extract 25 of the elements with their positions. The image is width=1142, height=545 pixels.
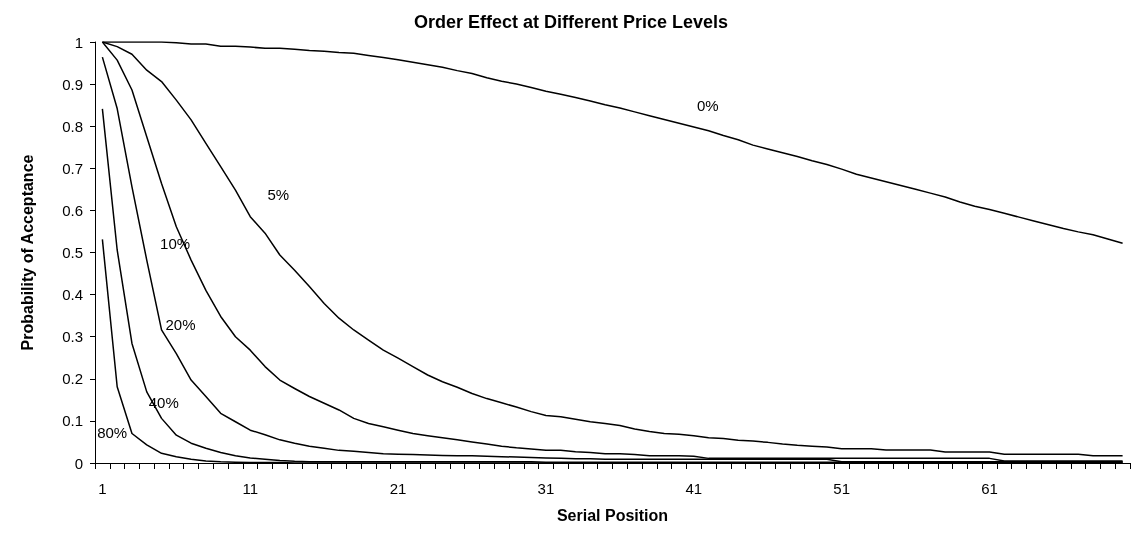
y-tick-label: 0.6 <box>62 201 83 219</box>
x-tick-label: 51 <box>833 480 851 497</box>
series-label: 5% <box>267 186 290 204</box>
x-tick-label: 11 <box>242 480 259 497</box>
y-axis-title: Probability of Acceptance <box>18 154 36 351</box>
x-tick-label: 1 <box>98 480 107 497</box>
y-tick-label: 0.7 <box>62 159 83 177</box>
x-tick-label: 31 <box>537 480 555 497</box>
x-tick-label: 21 <box>389 480 407 497</box>
x-tick-label: 61 <box>981 480 998 497</box>
chart-title: Order Effect at Different Price Levels <box>413 12 729 32</box>
y-tick-label: 0.5 <box>62 244 83 261</box>
y-tick-label: 0.1 <box>62 412 83 430</box>
y-tick-label: 0.9 <box>62 75 83 93</box>
y-tick-label: 0 <box>74 454 83 472</box>
y-tick-label: 0.4 <box>62 286 83 304</box>
y-tick-label: 0.2 <box>62 370 83 388</box>
y-tick-label: 0.3 <box>62 328 83 346</box>
series-label: 20% <box>165 316 196 334</box>
y-tick-label: 1 <box>74 33 83 51</box>
y-tick-label: 0.8 <box>62 117 83 135</box>
series-label: 80% <box>97 424 128 442</box>
x-tick-label: 41 <box>685 480 703 497</box>
x-axis-title: Serial Position <box>556 506 669 524</box>
series-label: 0% <box>696 96 719 114</box>
